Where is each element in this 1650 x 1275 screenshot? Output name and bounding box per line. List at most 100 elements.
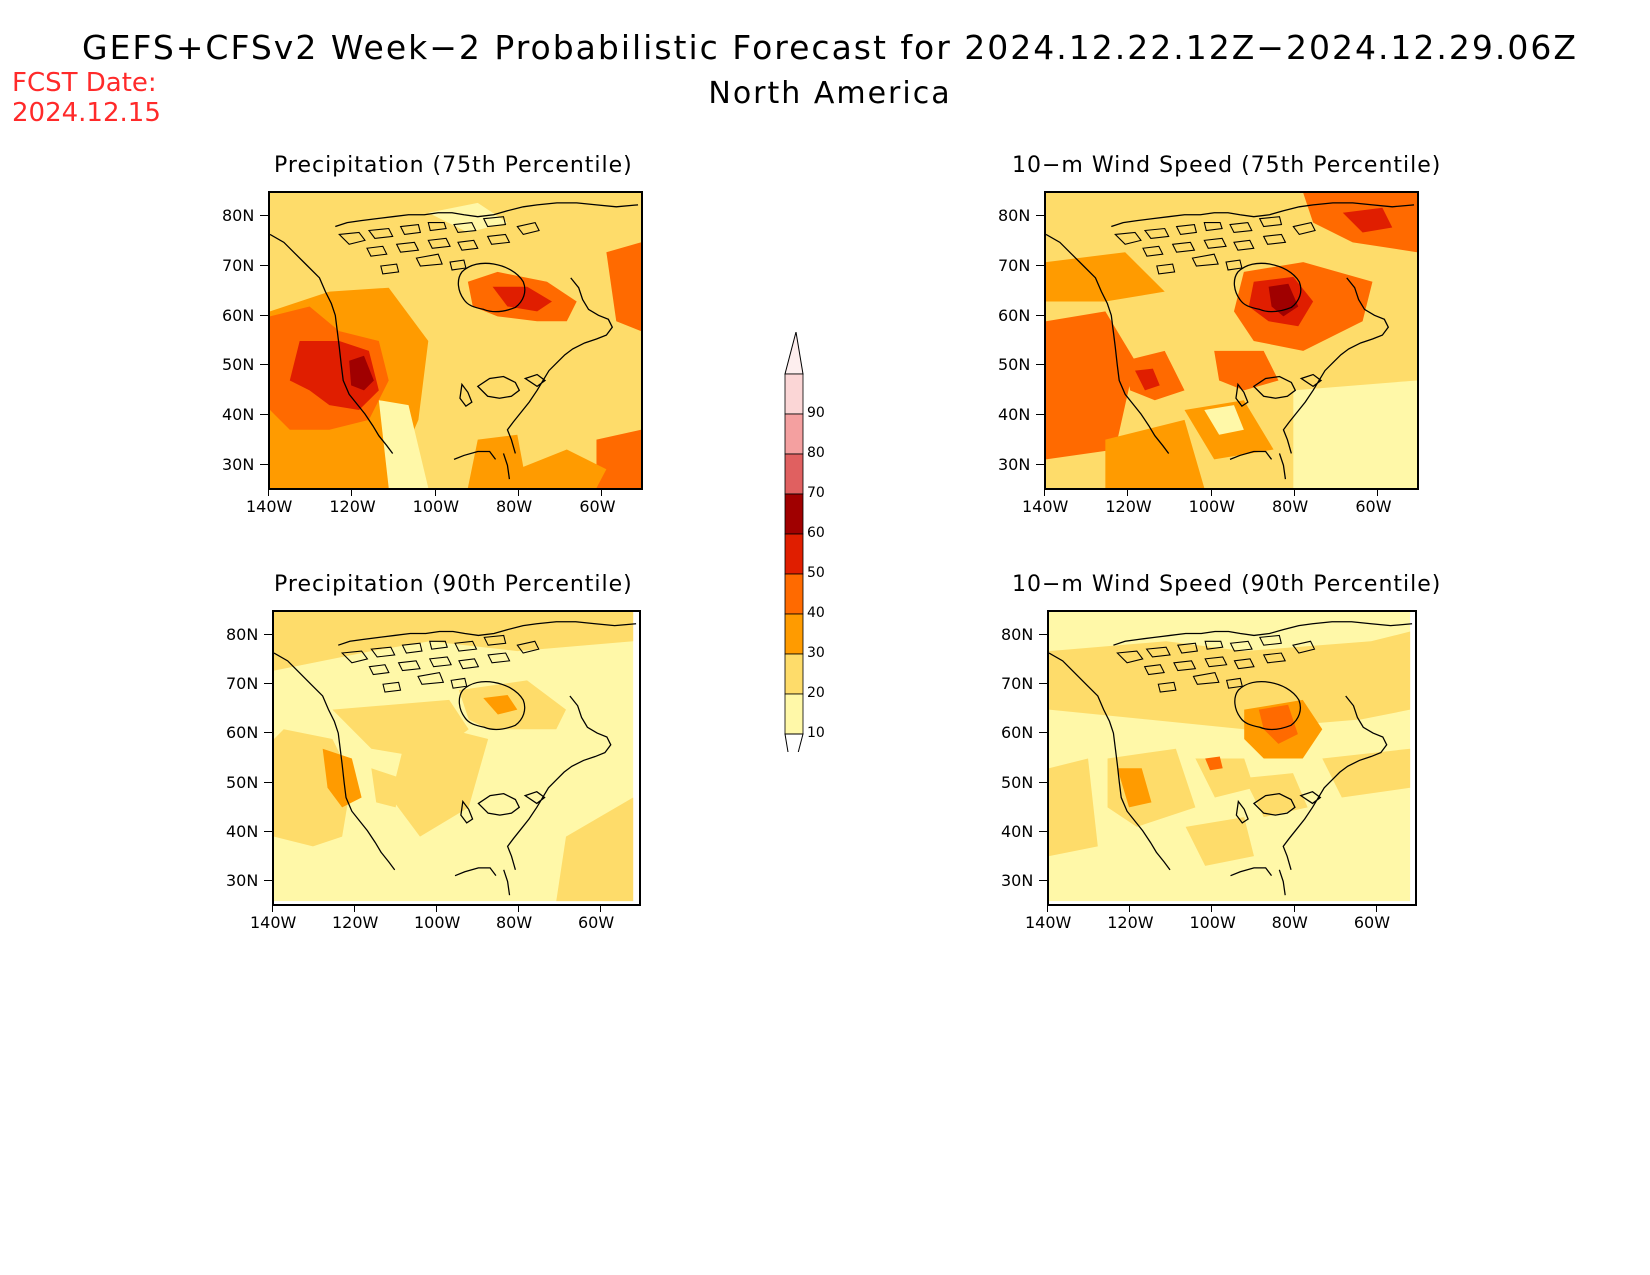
panel-title-precip-75: Precipitation (75th Percentile)	[274, 153, 633, 178]
map-frame	[272, 610, 641, 906]
colorbar-top-extension	[784, 331, 804, 375]
lat-label: 30N	[1001, 871, 1034, 891]
colorbar-label: 30	[807, 645, 825, 661]
lat-tick	[260, 214, 268, 216]
probability-patch	[467, 434, 528, 488]
probability-field	[270, 193, 641, 488]
lon-label: 140W	[1025, 913, 1072, 932]
lat-label: 60N	[1001, 723, 1034, 743]
lat-tick	[260, 264, 268, 266]
lat-tick	[1036, 364, 1044, 366]
lon-label: 140W	[246, 497, 293, 516]
map-frame	[1044, 191, 1419, 490]
lon-tick	[1375, 906, 1377, 912]
lon-label: 140W	[1022, 497, 1069, 516]
lat-label: 80N	[998, 205, 1031, 225]
colorbar-label: 60	[807, 525, 825, 541]
coastline	[1049, 621, 1413, 896]
lat-label: 40N	[226, 822, 259, 841]
colorbar-label: 50	[807, 565, 825, 581]
probability-patch	[1205, 756, 1223, 771]
probability-patch	[274, 670, 294, 710]
lat-tick	[1039, 683, 1047, 684]
colorbar-swatch	[784, 493, 804, 535]
forecast-date-value: 2024.12.15	[12, 98, 161, 128]
colorbar-swatch	[784, 613, 804, 655]
lat-label: 60N	[998, 305, 1031, 325]
colorbar-label: 10	[807, 725, 825, 741]
panel-title-wind-75: 10−m Wind Speed (75th Percentile)	[1012, 153, 1442, 178]
lon-tick	[1047, 906, 1048, 912]
coastline	[270, 202, 639, 480]
coastline	[1046, 202, 1415, 480]
lat-label: 40N	[222, 405, 255, 425]
lat-label: 80N	[222, 205, 255, 225]
lon-tick	[1377, 490, 1379, 496]
lat-label: 30N	[222, 455, 255, 475]
lat-label: 70N	[226, 674, 259, 693]
lon-label: 120W	[329, 497, 376, 516]
region-subtitle: North America	[708, 76, 952, 111]
lat-label: 50N	[998, 355, 1031, 375]
lon-label: 60W	[578, 913, 615, 932]
probability-patch	[1135, 368, 1160, 391]
lon-label: 100W	[412, 497, 460, 516]
lat-tick	[1036, 264, 1044, 266]
lon-tick	[434, 490, 436, 496]
lon-tick	[1127, 490, 1129, 496]
lon-tick	[1211, 906, 1213, 912]
lat-label: 50N	[1001, 772, 1034, 792]
lon-label: 100W	[1188, 497, 1236, 516]
map-panel-wind-90: 80N 70N 60N 50N 40N 30N 140W 120W 100W 80W 60W	[1001, 610, 1417, 932]
probability-patch	[1105, 419, 1205, 488]
lon-label: 140W	[250, 913, 297, 932]
lon-tick	[1293, 906, 1295, 912]
lat-label: 70N	[1001, 674, 1034, 693]
colorbar-swatch	[784, 573, 804, 615]
probability-patch	[1244, 773, 1308, 818]
lon-tick	[518, 490, 519, 496]
colorbar-swatch	[784, 413, 804, 455]
lat-tick	[1036, 414, 1044, 416]
forecast-date-label: FCST Date:	[12, 68, 157, 98]
probability-field	[274, 612, 637, 902]
lat-label: 70N	[222, 255, 255, 275]
lat-tick	[264, 831, 272, 832]
probability-patch	[1046, 252, 1165, 302]
colorbar-swatch	[784, 653, 804, 695]
lat-tick	[1039, 633, 1047, 635]
probability-patch	[1204, 405, 1244, 435]
colorbar-label: 80	[807, 445, 825, 461]
colorbar-swatch	[784, 373, 804, 415]
lat-tick	[260, 314, 268, 316]
colorbar-swatch	[784, 453, 804, 495]
probability-patch	[274, 612, 634, 671]
probability-patch	[1185, 817, 1254, 866]
lon-label: 80W	[496, 497, 533, 516]
lon-label: 60W	[1353, 913, 1391, 932]
lon-label: 120W	[1107, 913, 1154, 932]
probability-patch	[483, 695, 518, 715]
lon-tick	[518, 906, 519, 912]
lat-tick	[264, 683, 272, 684]
lat-tick	[1039, 831, 1047, 832]
probability-patch	[322, 748, 362, 808]
lon-tick	[601, 490, 603, 496]
lat-label: 80N	[1001, 624, 1034, 644]
lat-tick	[260, 414, 268, 416]
lon-tick	[1294, 490, 1295, 496]
lon-label: 60W	[1355, 497, 1392, 516]
colorbar-label: 20	[807, 685, 825, 701]
forecast-date: FCST Date: 2024.12.15	[12, 68, 161, 128]
lat-label: 40N	[998, 405, 1031, 425]
lon-tick	[436, 906, 437, 912]
main-title: GEFS+CFSv2 Week−2 Probabilistic Forecast…	[82, 28, 1578, 67]
probability-patch	[1258, 704, 1298, 744]
lon-label: 100W	[414, 913, 461, 932]
colorbar-graphic	[784, 331, 804, 777]
lat-label: 30N	[226, 871, 259, 891]
arctic-islands	[1116, 634, 1316, 693]
map-panel-wind-75: 80N 70N 60N 50N 40N 30N 140W 120W 100W 80W 60W	[998, 191, 1419, 516]
lat-label: 50N	[226, 772, 259, 792]
colorbar-bottom-extension	[784, 733, 804, 777]
